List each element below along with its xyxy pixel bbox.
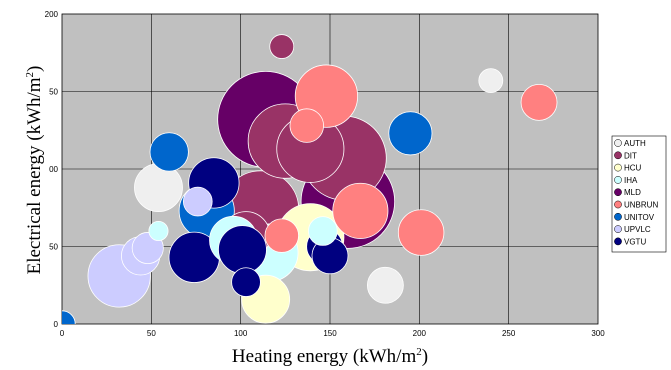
legend-marker-auth	[614, 139, 622, 147]
y-tick-label: 50	[49, 88, 58, 97]
legend-label-hcu: HCU	[624, 164, 642, 173]
bubble-unbrun	[264, 218, 299, 253]
bubble-auth	[366, 266, 404, 304]
plot-border	[61, 13, 599, 325]
legend-marker-vgtu	[614, 237, 622, 246]
bubble-unbrun	[289, 108, 324, 143]
x-tick-label: 200	[413, 329, 427, 338]
legend-marker-mld	[614, 188, 622, 197]
y-tick-label: 0	[54, 320, 59, 329]
bubble-iha	[148, 220, 169, 241]
legend-marker-unitov	[614, 212, 622, 221]
bubble-vgtu	[218, 225, 267, 275]
y-axis-title: Electrical energy (kWh/m2)	[24, 66, 45, 275]
legend-marker-dit	[614, 151, 622, 160]
bubble-unbrun	[332, 182, 389, 239]
y-tick-label: 50	[49, 243, 58, 252]
x-axis-title: Heating energy (kWh/m2)	[232, 346, 428, 367]
bubbles	[62, 34, 558, 324]
legend-label-upvlc: UPVLC	[624, 225, 651, 234]
bubble-unbrun	[520, 83, 558, 121]
bubble-auth	[478, 68, 504, 94]
x-tick-label: 50	[147, 329, 156, 338]
x-tick-label: 250	[502, 329, 516, 338]
bubble-auth	[134, 163, 183, 213]
legend-marker-iha	[614, 176, 622, 184]
bubble-unbrun	[397, 209, 445, 256]
y-tick-label: 00	[49, 165, 58, 174]
bubble-iha	[308, 216, 338, 246]
legend-label-unitov: UNITOV	[624, 213, 655, 222]
legend-marker-unbrun	[614, 200, 622, 209]
legend-marker-hcu	[614, 163, 622, 172]
legend-label-unbrun: UNBRUN	[624, 201, 658, 210]
legend-label-auth: AUTH	[624, 139, 646, 148]
bubble-unitov	[62, 310, 76, 324]
y-tick-label: 200	[45, 10, 59, 19]
legend-marker-upvlc	[614, 225, 622, 233]
x-tick-label: 300	[591, 329, 605, 338]
bubble-unitov	[149, 132, 189, 172]
bubble-vgtu	[231, 267, 261, 297]
x-tick-label: 100	[234, 329, 248, 338]
legend-label-iha: IHA	[624, 176, 638, 185]
bubble-dit	[269, 34, 295, 59]
x-tick-label: 150	[323, 329, 337, 338]
bubble-unitov	[388, 111, 433, 156]
bubble-upvlc	[182, 186, 213, 217]
legend-label-mld: MLD	[624, 188, 641, 197]
x-tick-label: 0	[60, 329, 65, 338]
x-tick-labels: 0 50 100 150 200 250 300	[60, 329, 605, 338]
y-tick-labels: 0 50 00 50 200	[45, 10, 59, 329]
legend: AUTH DIT HCU IHA MLD UNBRUN UNITOV UPVLC VGTU	[611, 135, 667, 253]
legend-label-vgtu: VGTU	[624, 237, 646, 246]
legend-label-dit: DIT	[624, 151, 637, 160]
